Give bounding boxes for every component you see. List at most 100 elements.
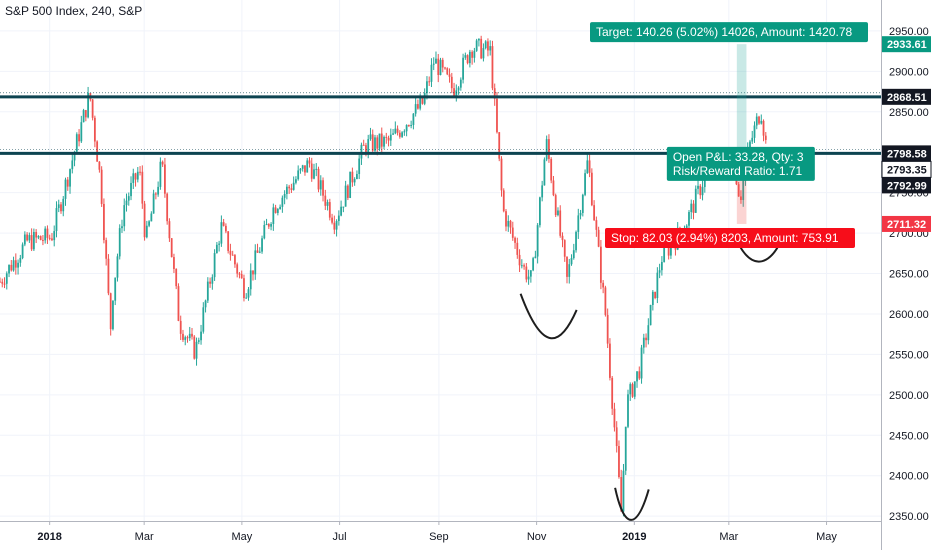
candle-body [615, 427, 618, 447]
candle-body [263, 225, 266, 239]
candle-body [344, 185, 347, 207]
candle-body [139, 171, 141, 173]
candle-body [3, 283, 6, 285]
candle-body [658, 270, 661, 273]
candle-body [620, 477, 623, 512]
candle-body [561, 235, 564, 241]
candle-body [419, 97, 422, 109]
time-tick-label: Jul [333, 531, 347, 543]
candle-body [91, 99, 94, 118]
candle-body [75, 134, 78, 152]
candle-body [32, 231, 35, 250]
candle-body [17, 262, 19, 268]
candle-body [69, 169, 71, 187]
candle-body [206, 281, 209, 301]
candle-body [755, 116, 758, 126]
candle-body [417, 104, 419, 109]
candle-body [642, 337, 645, 348]
long-position-tool[interactable]: Target: 140.26 (5.02%) 14026, Amount: 14… [590, 22, 868, 248]
candle-body [152, 193, 155, 214]
loss-zone[interactable] [736, 157, 747, 224]
candle-body [229, 250, 232, 255]
candle-body [444, 67, 446, 69]
candle-body [175, 268, 178, 287]
candle-body [44, 228, 47, 241]
horizontal-lines[interactable] [0, 92, 881, 155]
candle-body [270, 224, 272, 227]
candle-body [532, 258, 535, 271]
candle-body [466, 55, 469, 64]
candle-body [184, 337, 187, 340]
candle-body [342, 206, 345, 208]
candle-body [290, 188, 293, 190]
price-tag-label: 2798.58 [887, 148, 927, 160]
target-text: Target: 140.26 (5.02%) 14026, Amount: 14… [596, 25, 853, 39]
time-axis[interactable]: 2018 Mar May Jul Sep Nov 2019 Mar May [0, 521, 881, 543]
candle-body [182, 333, 184, 340]
position-info[interactable] [666, 146, 815, 181]
candle-body [319, 180, 322, 190]
candle-body [753, 125, 756, 138]
price-tick-label: 2350.00 [889, 511, 929, 523]
candle-body [475, 40, 478, 51]
candle-body [317, 168, 320, 190]
candle-body [265, 224, 268, 226]
candle-body [254, 250, 257, 275]
candle-body [333, 222, 336, 230]
candle-body [331, 217, 333, 223]
price-tick-label: 2600.00 [889, 309, 929, 321]
candle-body [28, 235, 31, 241]
candle-body [148, 221, 150, 226]
profit-zone[interactable] [736, 44, 747, 158]
candle-body [595, 220, 598, 230]
candle-body [109, 293, 112, 330]
candle-body [295, 179, 297, 183]
candle-body [432, 63, 435, 65]
candle-body [337, 215, 340, 221]
candle-body [369, 134, 372, 140]
stop-label[interactable] [605, 227, 855, 248]
candle-body [304, 165, 306, 173]
candle-body [572, 250, 575, 259]
candle-body [749, 141, 751, 150]
candle-body [403, 131, 406, 133]
price-tag [882, 215, 931, 232]
candle-body [306, 160, 309, 173]
price-axis[interactable]: 2350.00 2400.00 2450.00 2500.00 2550.00 2600.… [881, 0, 932, 550]
candle-body [464, 55, 467, 58]
candle-body [1, 281, 4, 284]
candle-body [84, 110, 87, 118]
candle-body [204, 300, 207, 308]
candle-body [297, 170, 300, 180]
candle-body [154, 193, 157, 195]
candle-body [557, 210, 559, 216]
candle-body [478, 38, 480, 41]
candle-body [538, 197, 541, 226]
candle-body [611, 377, 614, 409]
candle-body [410, 124, 413, 126]
candle-body [299, 168, 302, 171]
price-tick-label: 2500.00 [889, 390, 929, 402]
time-tick-label: 2019 [622, 531, 646, 543]
position-info-line: Risk/Reward Ratio: 1.71 [673, 164, 803, 178]
candle-body [349, 171, 352, 198]
candle-body [396, 128, 399, 133]
candle-body [554, 195, 557, 216]
candle-body [308, 160, 311, 164]
candle-body [613, 408, 616, 428]
candle-body [64, 179, 67, 199]
target-label[interactable] [590, 22, 868, 43]
candle-body [353, 179, 356, 183]
candle-body [62, 198, 65, 212]
candle-body [448, 74, 451, 77]
candle-body [164, 164, 166, 194]
candle-body [502, 190, 505, 212]
candle-body [367, 139, 370, 153]
candle-body [389, 134, 392, 141]
candle-body [281, 197, 284, 207]
candle-body [252, 270, 254, 275]
candle-body [496, 98, 498, 133]
candle-body [356, 174, 358, 180]
candle-body [520, 265, 523, 267]
